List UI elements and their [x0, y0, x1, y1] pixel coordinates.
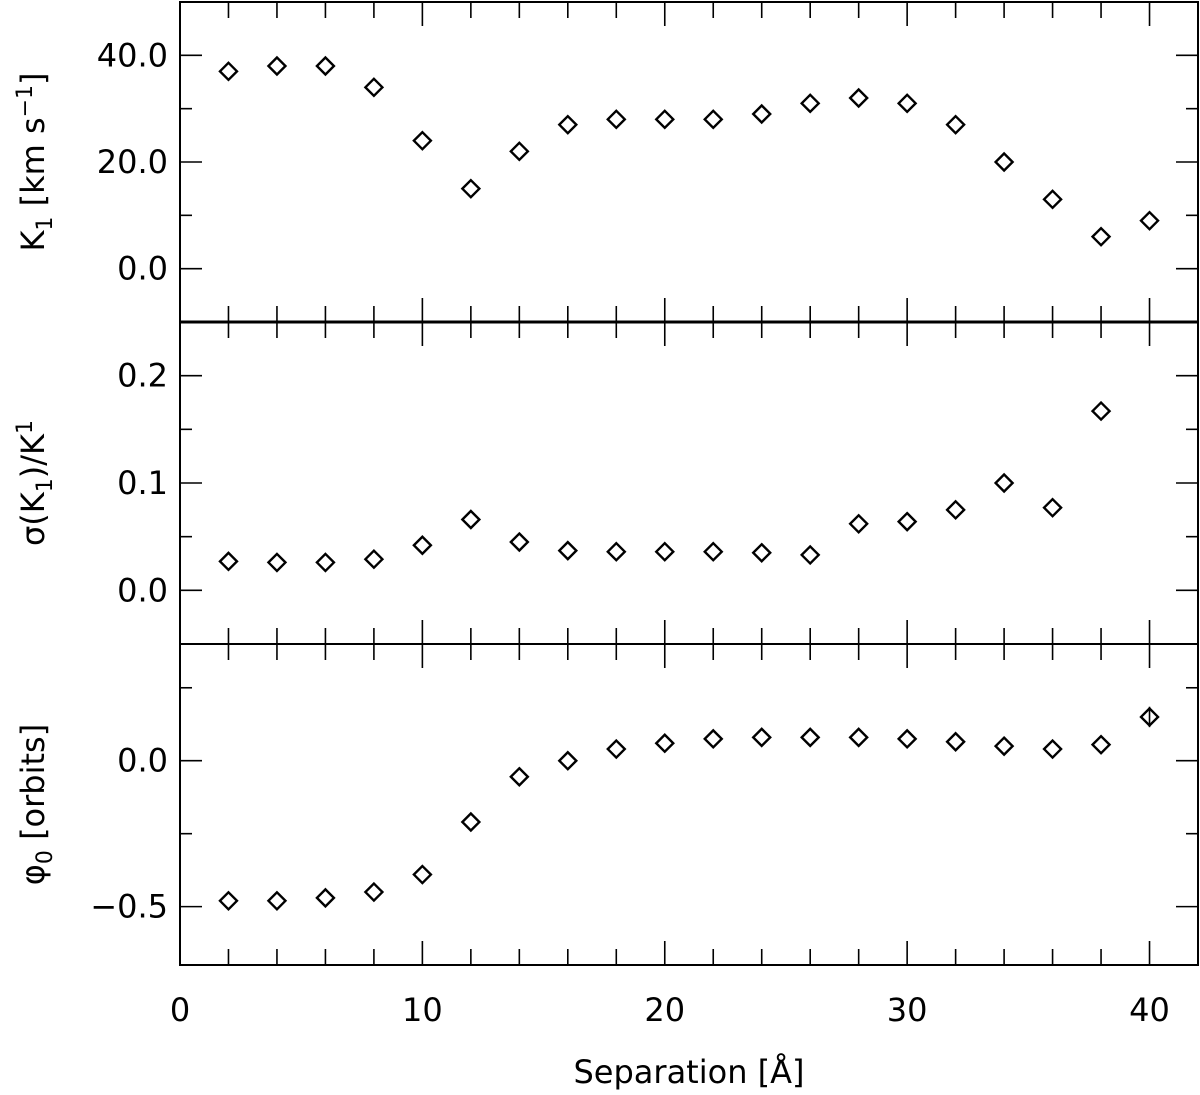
data-point: [703, 728, 724, 750]
data-point: [896, 511, 918, 532]
data-point: [606, 541, 627, 562]
data-point: [1090, 226, 1112, 247]
data-point: [848, 513, 869, 534]
y-axis-title-part: −1: [13, 85, 38, 117]
data-point: [557, 114, 579, 135]
data-point: [363, 549, 385, 570]
x-tick-label: 10: [402, 991, 443, 1029]
panel-frame: [179, 321, 1199, 645]
data-point: [363, 881, 385, 903]
data-point: [945, 731, 966, 752]
y-tick-label: 0.2: [117, 357, 168, 395]
panel-frame: [179, 1, 1199, 323]
data-point: [606, 109, 627, 130]
data-point: [557, 540, 579, 561]
panel-1: 0.0 20.0 40.0 K1 [km s−1]: [13, 1, 1199, 323]
data-point: [896, 728, 918, 750]
y-tick-label: 0.1: [117, 464, 168, 502]
panel-2: 0.00.10.2σ(K1)/K1: [13, 321, 1199, 645]
x-axis-title: Separation [Å]: [573, 1053, 804, 1091]
data-point: [993, 151, 1015, 173]
panel-frame: [179, 643, 1199, 966]
data-point: [460, 178, 482, 199]
data-point: [799, 727, 821, 748]
data-point: [1139, 706, 1160, 728]
data-point: [460, 811, 482, 833]
data-point: [848, 87, 869, 109]
y-axis-title-part: )/K: [14, 433, 52, 478]
y-axis-title-part: σ(K: [14, 491, 52, 546]
data-point: [993, 472, 1015, 494]
data-point: [266, 890, 288, 911]
y-axis-title: σ(K1)/K1: [13, 420, 58, 546]
panel-3: −0.5 0.0 φ0 [orbits]: [14, 643, 1199, 966]
data-point: [654, 109, 675, 130]
x-axis: 0 10 20 30 40 Separation [Å]: [170, 991, 1170, 1091]
y-tick-label: 20.0: [97, 143, 168, 181]
y-axis-title-part: ]: [14, 72, 52, 84]
data-point: [509, 141, 530, 162]
y-axis-title-part: 0: [33, 850, 58, 864]
y-axis-title-part: K: [14, 230, 52, 252]
data-point: [799, 93, 821, 114]
y-axis-title: φ0 [orbits]: [14, 724, 58, 885]
data-point: [993, 735, 1015, 757]
y-axis-title-part: [orbits]: [14, 724, 52, 850]
data-point: [315, 887, 336, 909]
y-axis-title-part: 1: [13, 420, 38, 434]
data-point: [945, 499, 966, 521]
y-tick-label: 40.0: [97, 36, 168, 74]
data-point: [606, 738, 627, 760]
x-tick-label: 30: [887, 991, 928, 1029]
data-point: [1042, 189, 1063, 210]
data-point: [266, 552, 288, 573]
data-point: [218, 61, 239, 82]
y-tick-label: 0.0: [117, 571, 168, 609]
data-point: [799, 544, 821, 566]
data-point: [751, 103, 772, 125]
data-point: [363, 77, 385, 98]
data-point: [703, 541, 724, 562]
y-tick-label: 0.0: [117, 250, 168, 288]
x-tick-label: 40: [1129, 991, 1170, 1029]
data-point: [557, 750, 579, 771]
panels-layer: 0.020.040.0K1 [km s−1]0.00.10.2σ(K1)/K1−…: [13, 1, 1199, 966]
data-point: [945, 114, 966, 135]
data-point: [751, 727, 772, 748]
data-point: [1042, 497, 1063, 518]
data-point: [751, 542, 772, 563]
data-point: [315, 552, 336, 573]
data-point: [654, 733, 675, 754]
y-axis-title-part: 1: [33, 217, 58, 231]
y-axis-title-part: [km s: [14, 117, 52, 216]
data-point: [460, 509, 482, 530]
data-point: [266, 55, 288, 77]
data-point: [703, 109, 724, 130]
data-point: [412, 130, 433, 151]
data-point: [509, 766, 530, 787]
data-point: [412, 535, 433, 556]
y-axis-title-part: 1: [33, 478, 58, 492]
y-axis-title-part: φ: [14, 864, 52, 885]
data-point: [1139, 210, 1160, 231]
data-point: [218, 551, 239, 572]
data-point: [848, 727, 869, 748]
y-tick-label: −0.5: [90, 888, 168, 926]
x-tick-label: 20: [644, 991, 685, 1029]
x-tick-label: 0: [170, 991, 190, 1029]
data-point: [654, 541, 675, 562]
data-point: [1090, 734, 1112, 755]
data-point: [1090, 400, 1112, 422]
data-point: [896, 93, 918, 114]
data-point: [412, 864, 433, 885]
data-point: [509, 531, 530, 553]
y-tick-label: 0.0: [117, 742, 168, 780]
y-axis-title: K1 [km s−1]: [13, 72, 58, 251]
data-point: [218, 890, 239, 911]
data-point: [1042, 738, 1063, 760]
data-point: [315, 55, 336, 77]
